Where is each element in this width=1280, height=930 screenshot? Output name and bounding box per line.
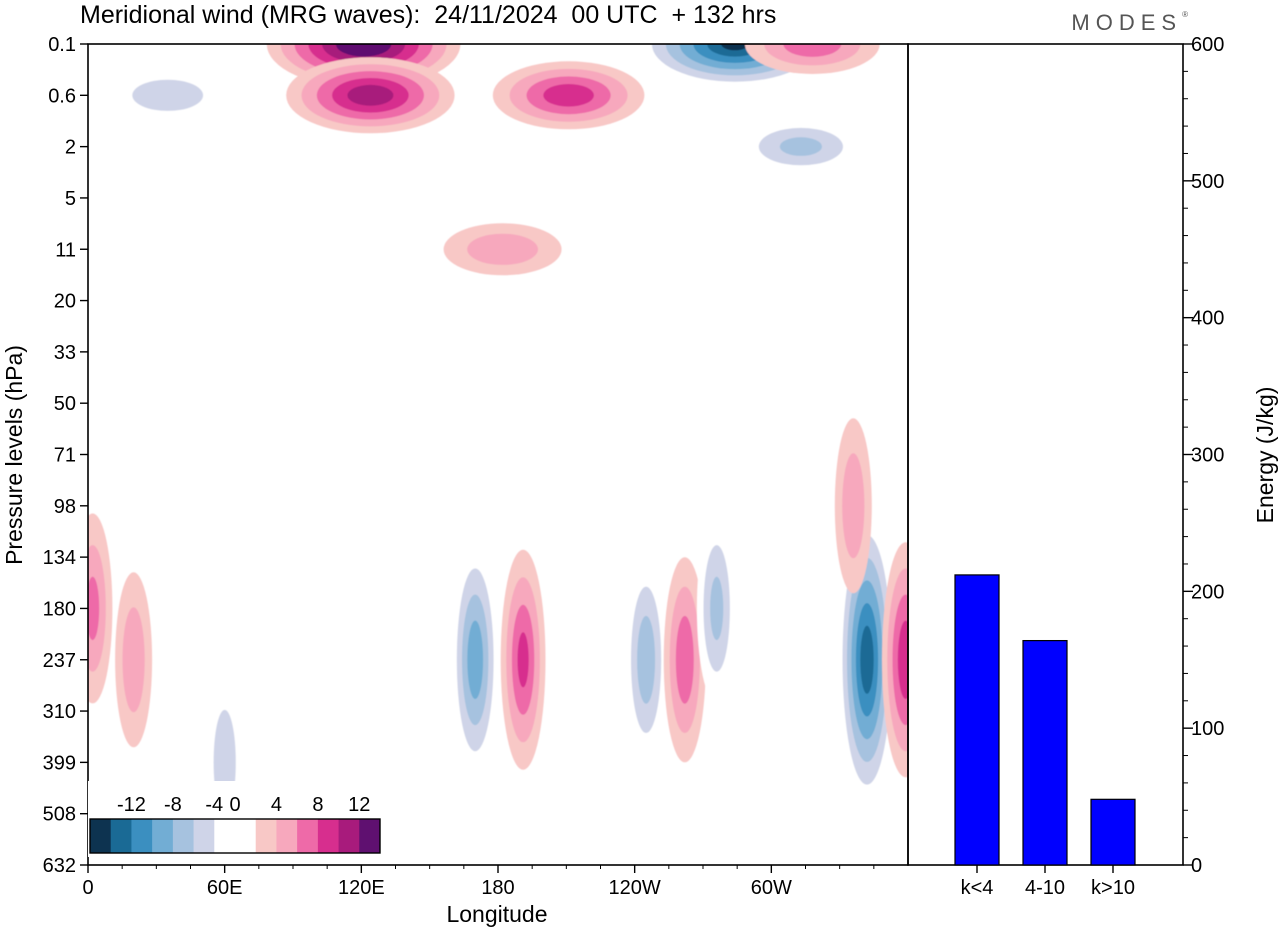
y-tick-label: 20 — [54, 291, 76, 313]
colorbar-swatch — [235, 819, 256, 853]
colorbar-swatch — [297, 819, 318, 853]
colorbar-swatch — [318, 819, 339, 853]
bar-y-tick-label: 300 — [1191, 445, 1224, 467]
colorbar-tick-label: -4 — [205, 794, 223, 816]
contour-band — [842, 453, 864, 558]
colorbar-tick-label: 0 — [229, 794, 240, 816]
y-tick-label: 0.1 — [48, 34, 76, 56]
y-tick-label: 0.6 — [48, 85, 76, 107]
energy-bar — [1091, 799, 1135, 865]
bar-y-tick-label: 600 — [1191, 34, 1224, 56]
contour-band — [860, 626, 873, 694]
colorbar-tick-label: 4 — [271, 794, 282, 816]
contour-band — [123, 607, 145, 712]
colorbar-swatch — [214, 819, 235, 853]
bar-category-label: 4-10 — [1025, 877, 1065, 899]
y-tick-label: 310 — [43, 701, 76, 723]
y-tick-label: 632 — [43, 855, 76, 877]
contour-band — [676, 616, 694, 704]
colorbar-swatch — [131, 819, 152, 853]
contour-band — [898, 621, 914, 699]
energy-axes: k<4 4-10 k>10 0 100 200 300 400 500 600 Energy (J/… — [961, 34, 1278, 899]
heatmap-cell — [882, 542, 929, 777]
contour-band — [467, 234, 538, 265]
energy-bar — [1023, 641, 1067, 865]
chart-figure: -12 -8 -4 0 4 8 12 0.1 0.6 2 5 11 20 33 50 71 98 134 180 2… — [0, 0, 1280, 930]
y-tick-label: 50 — [54, 393, 76, 415]
bar-category-label: k>10 — [1091, 877, 1135, 899]
energy-bars — [908, 44, 1183, 865]
energy-bar — [955, 575, 999, 865]
contour-band — [637, 616, 655, 704]
bar-category-label: k<4 — [961, 877, 994, 899]
bar-y-tick-label: 200 — [1191, 581, 1224, 603]
x-tick-label: 120E — [338, 877, 385, 899]
colorbar-swatch — [339, 819, 360, 853]
bar-y-tick-label: 100 — [1191, 718, 1224, 740]
heatmap-cell — [109, 69, 227, 121]
x-tick-label: 120W — [609, 877, 661, 899]
bar-y-tick-label: 400 — [1191, 308, 1224, 330]
y-axis-label: Pressure levels (hPa) — [1, 345, 27, 565]
colorbar-swatch — [152, 819, 173, 853]
heatmap-cell — [501, 550, 546, 770]
y-tick-label: 180 — [43, 598, 76, 620]
colorbar-tick-label: -12 — [117, 794, 146, 816]
heatmap-cell — [493, 61, 645, 129]
heatmap-cell — [286, 57, 454, 133]
colorbar-swatch — [173, 819, 194, 853]
heatmap-cell — [697, 513, 737, 703]
heatmap-field — [73, 0, 930, 865]
x-tick-label: 180 — [481, 877, 514, 899]
y-tick-label: 508 — [43, 804, 76, 826]
x-tick-label: 60E — [207, 877, 243, 899]
bar-y-axis-label: Energy (J/kg) — [1252, 387, 1278, 524]
contour-band — [518, 632, 529, 687]
colorbar-tick-label: 8 — [312, 794, 323, 816]
heatmap-cell — [452, 542, 499, 777]
y-tick-label: 71 — [54, 445, 76, 467]
x-tick-label: 0 — [82, 877, 93, 899]
contour-band — [132, 80, 203, 111]
colorbar-swatch — [111, 819, 132, 853]
y-tick-label: 98 — [54, 496, 76, 518]
heatmap-cell — [835, 418, 872, 593]
heatmap-cell — [115, 572, 152, 747]
x-axis-label: Longitude — [446, 901, 547, 927]
colorbar-swatch — [90, 819, 111, 853]
colorbar-swatch — [276, 819, 297, 853]
heatmap-cell — [625, 557, 667, 762]
y-tick-label: 134 — [43, 547, 76, 569]
heatmap-cell — [444, 223, 562, 275]
contour-band — [543, 84, 594, 107]
contour-band — [467, 621, 483, 699]
contour-band — [710, 577, 723, 640]
colorbar: -12 -8 -4 0 4 8 12 — [88, 781, 384, 857]
y-tick-label: 237 — [43, 650, 76, 672]
y-tick-label: 11 — [55, 239, 76, 261]
colorbar-swatch — [359, 819, 380, 853]
heatmap-cell — [73, 513, 113, 703]
y-tick-label: 399 — [43, 752, 76, 774]
y-tick-label: 33 — [54, 342, 76, 364]
colorbar-swatch — [256, 819, 277, 853]
x-tick-label: 60W — [751, 877, 792, 899]
y-tick-label: 5 — [65, 188, 76, 210]
colorbar-swatch — [194, 819, 215, 853]
colorbar-tick-label: 12 — [348, 794, 370, 816]
y-tick-label: 2 — [65, 137, 76, 159]
contour-band — [347, 85, 393, 106]
bar-y-tick-label: 0 — [1191, 855, 1202, 877]
bar-y-tick-label: 500 — [1191, 171, 1224, 193]
colorbar-tick-label: -8 — [164, 794, 182, 816]
heatmap-cell — [738, 119, 864, 175]
contour-band — [780, 137, 822, 156]
